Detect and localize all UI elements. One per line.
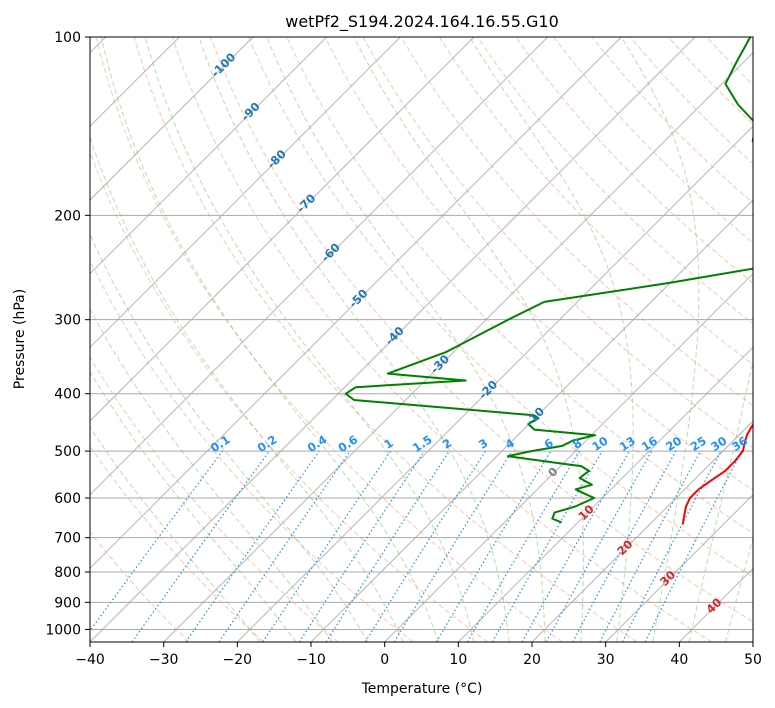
y-tick-label: 400 xyxy=(54,387,81,403)
dry-adiabat xyxy=(210,37,753,623)
x-tick-label: 50 xyxy=(744,652,762,668)
x-tick-label: −40 xyxy=(75,652,105,668)
y-tick-label: 300 xyxy=(54,313,81,329)
moist-adiabat xyxy=(688,358,753,642)
chart-title: wetPf2_S194.2024.164.16.55.G10 xyxy=(285,12,559,32)
isotherm-line xyxy=(310,199,753,642)
y-axis: 100 200 300 400 500 600 700 800 900 1000 xyxy=(45,30,90,638)
isotherm-line xyxy=(457,346,753,642)
isotherm-line xyxy=(531,420,753,642)
mixing-ratio-line xyxy=(262,450,392,642)
x-axis: −40 −30 −20 −10 0 10 20 30 40 50 xyxy=(75,642,762,668)
dry-adiabat xyxy=(477,37,753,325)
isotherm-line xyxy=(90,37,328,275)
dry-adiabat xyxy=(553,37,753,244)
dry-adiabat xyxy=(90,356,339,642)
isotherm-line xyxy=(605,493,753,642)
x-tick-label: −30 xyxy=(149,652,179,668)
isotherm-line xyxy=(163,51,753,642)
isotherm-line xyxy=(90,37,549,496)
x-tick-label: 40 xyxy=(670,652,688,668)
dry-adiabat xyxy=(90,150,488,642)
y-axis-label: Pressure (hPa) xyxy=(12,289,28,389)
isotherm-line xyxy=(90,37,622,570)
x-tick-label: 10 xyxy=(449,652,467,668)
x-axis-label: Temperature (°C) xyxy=(361,681,483,697)
dewpoint-profile xyxy=(344,37,753,524)
mixing-ratio-line xyxy=(298,450,425,642)
mixing-ratio-line xyxy=(325,450,450,642)
moist-adiabat xyxy=(90,426,261,642)
mixing-ratio-line xyxy=(131,450,270,642)
moist-adiabat xyxy=(198,37,510,642)
dry-adiabat xyxy=(400,37,753,407)
y-tick-label: 800 xyxy=(54,565,81,581)
moist-adiabat xyxy=(90,232,369,642)
y-tick-label: 600 xyxy=(54,491,81,507)
mixing-ratio-line xyxy=(644,450,743,642)
mixing-ratio-line xyxy=(218,450,351,642)
moist-adiabat xyxy=(100,37,439,642)
isotherm-line xyxy=(90,37,475,422)
moist-adiabat xyxy=(90,308,333,642)
y-tick-label: 100 xyxy=(54,30,81,46)
y-tick-label: 900 xyxy=(54,595,81,611)
dry-adiabat xyxy=(95,37,563,642)
dry-adiabat xyxy=(90,259,414,642)
mixing-ratio-line xyxy=(572,450,677,642)
y-tick-label: 700 xyxy=(54,531,81,547)
moist-adiabat xyxy=(90,135,404,642)
x-tick-label: 20 xyxy=(523,652,541,668)
dry-adiabat xyxy=(324,37,753,491)
dry-adiabat xyxy=(248,37,753,578)
y-tick-label: 200 xyxy=(54,208,81,224)
isotherm-line xyxy=(384,272,753,642)
dry-adiabat xyxy=(286,37,753,534)
x-tick-label: 0 xyxy=(380,652,389,668)
moist-adiabat xyxy=(266,37,546,642)
mixing-ratio-line xyxy=(90,450,223,632)
dry-adiabat xyxy=(438,37,753,366)
mixing-ratio-line xyxy=(521,450,631,642)
dry-adiabat xyxy=(90,531,190,642)
dry-adiabat xyxy=(171,37,712,642)
isotherm-line xyxy=(90,37,696,642)
isotherm-line xyxy=(90,37,401,349)
isotherm-line xyxy=(90,37,254,201)
x-tick-label: 30 xyxy=(597,652,615,668)
mixing-ratio-line xyxy=(545,450,653,642)
y-tick-label: 1000 xyxy=(45,622,81,638)
isotherm-line xyxy=(236,125,753,642)
dry-adiabat xyxy=(591,37,753,204)
mixing-ratio-line xyxy=(185,450,320,642)
x-tick-label: −10 xyxy=(296,652,326,668)
dry-adiabat xyxy=(133,37,638,642)
y-tick-label: 500 xyxy=(54,444,81,460)
moist-adiabat xyxy=(144,37,475,642)
temperature-profile xyxy=(681,423,753,525)
moist-adiabat xyxy=(725,536,753,642)
moist-adiabat xyxy=(620,37,700,642)
plot-area xyxy=(90,37,753,642)
plot-frame xyxy=(89,36,754,643)
mixing-ratio-line xyxy=(393,450,513,642)
x-tick-label: −20 xyxy=(223,652,253,668)
